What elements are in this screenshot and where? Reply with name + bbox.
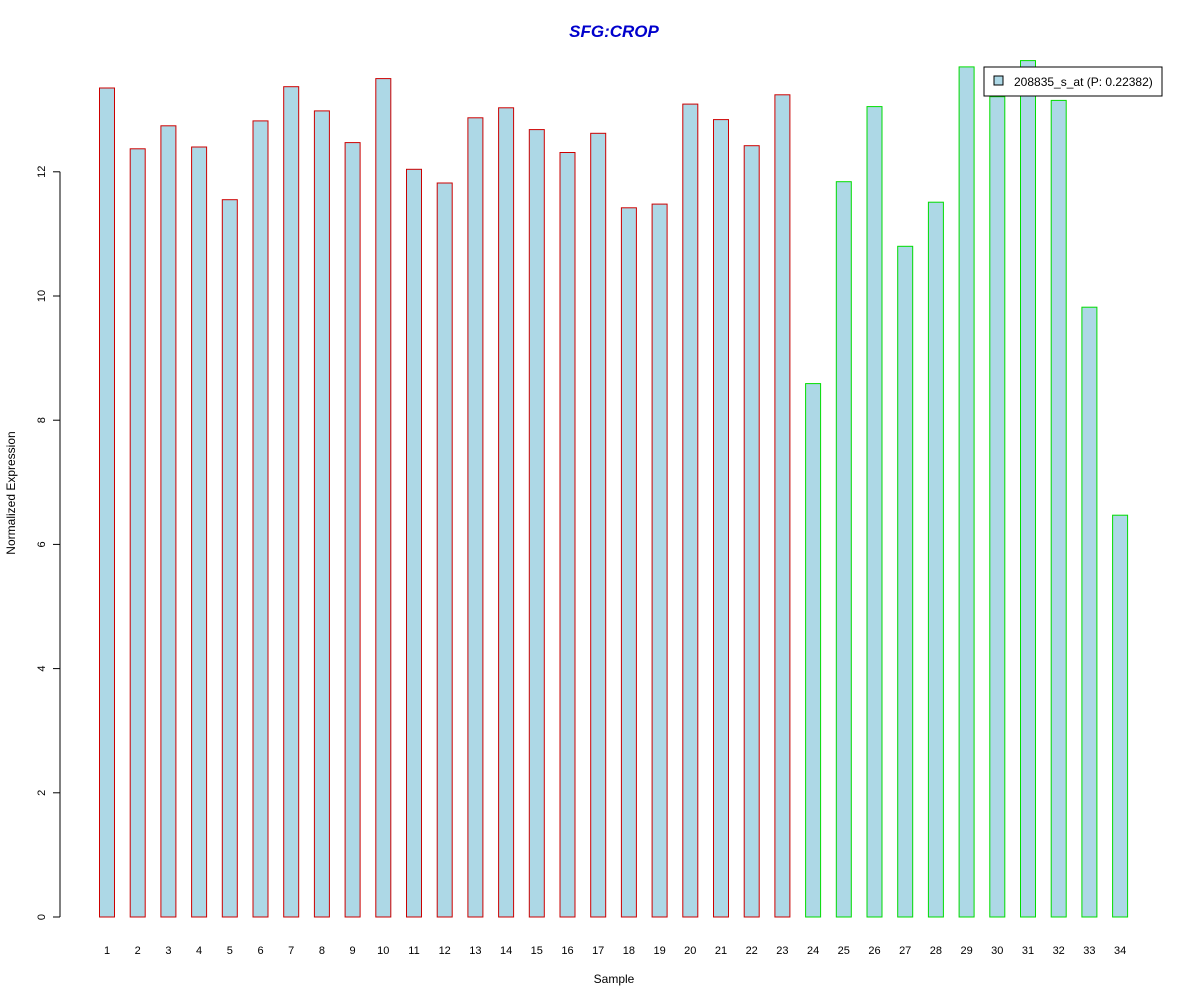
bar-sample-7 — [283, 86, 300, 918]
bar-sample-18 — [620, 207, 637, 918]
x-tick-label: 27 — [899, 945, 911, 957]
y-tick-label: 0 — [36, 914, 48, 920]
bar-sample-25 — [835, 181, 852, 918]
x-tick-label: 23 — [776, 945, 788, 957]
y-axis-label: Normalized Expression — [4, 431, 18, 554]
bar-sample-19 — [651, 203, 668, 918]
x-tick-label: 5 — [227, 945, 233, 957]
x-axis-label: Sample — [594, 972, 635, 986]
bar-sample-11 — [406, 168, 422, 918]
bar-sample-10 — [375, 78, 392, 918]
bar-sample-30 — [989, 96, 1006, 918]
bar-sample-14 — [498, 107, 515, 918]
bar-sample-6 — [252, 120, 269, 918]
bar-sample-1 — [99, 87, 115, 918]
x-tick-label: 33 — [1083, 945, 1095, 957]
x-tick-labels: 1 2 3 4 5 6 7 8 9 10 11 12 13 14 15 16 17 18 19 20 21 22 23 24 2… — [104, 945, 1126, 957]
y-axis: 0 2 4 6 8 10 12 — [36, 166, 61, 920]
legend-entry: 208835_s_at (P: 0.22382) — [1014, 75, 1153, 89]
bar-sample-27 — [897, 245, 914, 918]
x-tick-label: 1 — [104, 945, 110, 957]
chart-title: SFG:CROP — [569, 22, 659, 41]
legend-swatch — [993, 75, 1004, 86]
bar-sample-23 — [774, 94, 791, 918]
y-tick-label: 4 — [36, 666, 48, 672]
bar-sample-26 — [866, 106, 883, 918]
legend: 208835_s_at (P: 0.22382) — [983, 66, 1163, 97]
bar-sample-32 — [1050, 99, 1067, 918]
bar-sample-9 — [344, 142, 361, 918]
x-tick-label: 12 — [439, 945, 451, 957]
x-tick-label: 13 — [469, 945, 481, 957]
bar-sample-22 — [743, 145, 760, 918]
y-tick-label: 10 — [36, 290, 48, 302]
bars — [99, 60, 1129, 918]
y-tick-label: 6 — [36, 541, 48, 547]
x-tick-label: 29 — [960, 945, 972, 957]
x-tick-label: 15 — [531, 945, 543, 957]
bar-sample-20 — [682, 103, 699, 918]
bar-sample-24 — [805, 383, 822, 918]
bar-sample-5 — [221, 199, 238, 918]
x-tick-label: 4 — [196, 945, 202, 957]
x-tick-label: 6 — [257, 945, 263, 957]
x-tick-label: 30 — [991, 945, 1003, 957]
bar-sample-2 — [129, 148, 146, 918]
bar-sample-29 — [958, 66, 975, 918]
bar-sample-15 — [528, 129, 545, 918]
x-tick-label: 20 — [684, 945, 696, 957]
x-tick-label: 11 — [408, 945, 419, 957]
x-tick-label: 26 — [868, 945, 880, 957]
x-tick-label: 16 — [561, 945, 573, 957]
x-tick-label: 28 — [930, 945, 942, 957]
x-tick-label: 10 — [377, 945, 389, 957]
x-tick-label: 25 — [838, 945, 850, 957]
bar-sample-33 — [1081, 306, 1098, 918]
bar-sample-3 — [160, 125, 177, 918]
x-tick-label: 31 — [1022, 945, 1034, 957]
bar-sample-13 — [467, 117, 484, 918]
bar-sample-21 — [713, 119, 729, 918]
bar-sample-4 — [191, 146, 208, 918]
x-tick-label: 21 — [715, 945, 727, 957]
x-tick-label: 3 — [165, 945, 171, 957]
y-tick-label: 8 — [36, 417, 48, 423]
bar-sample-17 — [590, 132, 607, 918]
x-tick-label: 14 — [500, 945, 512, 957]
x-tick-label: 9 — [350, 945, 356, 957]
x-tick-label: 8 — [319, 945, 325, 957]
bar-sample-28 — [927, 201, 944, 918]
bar-sample-8 — [313, 110, 330, 918]
y-tick-label: 12 — [36, 166, 48, 178]
bar-sample-31 — [1020, 60, 1036, 918]
x-tick-label: 2 — [135, 945, 141, 957]
x-tick-label: 32 — [1053, 945, 1065, 957]
bar-sample-12 — [436, 182, 453, 918]
bar-sample-16 — [559, 152, 576, 918]
x-tick-label: 7 — [288, 945, 294, 957]
x-tick-label: 22 — [746, 945, 758, 957]
x-tick-label: 34 — [1114, 945, 1126, 957]
x-tick-label: 17 — [592, 945, 604, 957]
legend-box — [983, 66, 1163, 97]
x-tick-label: 24 — [807, 945, 819, 957]
y-tick-label: 2 — [36, 790, 48, 796]
x-tick-label: 19 — [653, 945, 665, 957]
bar-sample-34 — [1112, 514, 1129, 918]
x-tick-label: 18 — [623, 945, 635, 957]
